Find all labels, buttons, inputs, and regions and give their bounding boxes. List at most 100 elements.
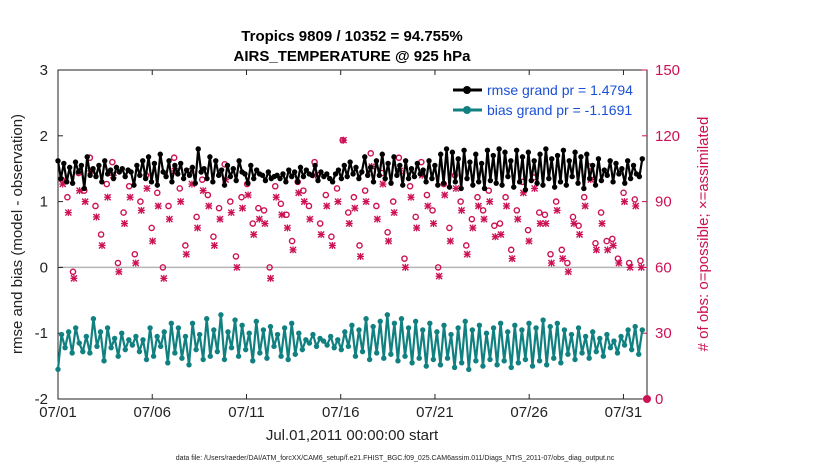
bias-point: [363, 316, 369, 322]
possible-obs-marker: [153, 189, 161, 197]
rmse-point: [362, 154, 368, 160]
assimilated-obs-marker: [323, 202, 331, 210]
rmse-point: [417, 171, 423, 177]
rmse-point: [131, 182, 137, 188]
assimilated-obs-marker: [115, 268, 123, 276]
y-tick-label: 2: [40, 128, 48, 145]
possible-obs-marker: [389, 198, 397, 205]
rmse-point: [69, 180, 76, 186]
bias-point: [253, 318, 260, 325]
assimilated-obs-marker: [182, 250, 190, 258]
assimilated-obs-marker: [250, 231, 258, 238]
rmse-point: [309, 172, 315, 178]
rmse-point: [201, 166, 207, 172]
rmse-point: [227, 173, 234, 180]
x-axis-label: Jul.01,2011 00:00:00 start: [266, 427, 439, 444]
bias-point: [370, 323, 376, 330]
assimilated-obs-marker: [570, 220, 578, 228]
possible-obs-marker: [288, 237, 296, 245]
bias-point: [430, 356, 437, 363]
possible-obs-marker: [103, 180, 111, 188]
assimilated-obs-marker: [345, 220, 353, 228]
bias-point: [342, 329, 348, 335]
rmse-point: [598, 177, 605, 184]
possible-obs-marker: [210, 233, 217, 240]
bias-point: [218, 312, 224, 318]
rmse-point: [183, 167, 190, 173]
bias-point: [172, 350, 178, 356]
bias-point: [551, 355, 557, 361]
possible-obs-marker: [373, 202, 380, 210]
possible-obs-marker: [277, 200, 285, 208]
rmse-point: [449, 149, 456, 155]
bias-point: [565, 351, 571, 357]
bias-point: [80, 348, 86, 355]
assimilated-obs-marker: [474, 202, 482, 210]
rmse-point: [297, 164, 304, 171]
assimilated-obs-marker: [424, 202, 432, 210]
bias-point: [558, 360, 564, 366]
possible-obs-marker: [92, 202, 99, 210]
rmse-point: [204, 175, 210, 182]
possible-obs-marker: [468, 215, 476, 223]
possible-obs-marker: [406, 182, 414, 190]
bias-point: [133, 333, 139, 340]
assimilated-obs-marker: [435, 272, 443, 280]
bias-point: [547, 323, 553, 330]
bias-point: [257, 350, 263, 356]
assimilated-obs-marker: [373, 215, 381, 223]
rmse-point: [189, 164, 196, 171]
rmse-point: [119, 166, 125, 172]
bias-point: [349, 322, 355, 329]
rmse-point: [440, 180, 447, 186]
possible-obs-marker: [637, 257, 644, 265]
rmse-point: [294, 179, 301, 185]
bias-point: [554, 320, 561, 327]
y-tick-label: 3: [40, 62, 48, 79]
rmse-point: [385, 160, 391, 167]
bias-point: [398, 316, 405, 322]
bias-point: [235, 353, 242, 359]
rmse-point: [566, 158, 572, 164]
legend-bias-marker: [463, 106, 471, 114]
assimilated-obs-marker: [210, 241, 218, 249]
possible-obs-marker: [305, 202, 313, 210]
rmse-point: [502, 149, 508, 155]
bias-point: [108, 344, 114, 351]
y-right-tick-label: 0: [655, 391, 663, 408]
bias-point: [200, 356, 206, 363]
rmse-point: [265, 169, 272, 175]
bias-point: [611, 338, 617, 344]
assimilated-obs-marker: [272, 193, 280, 201]
rmse-point: [221, 182, 228, 188]
bias-point: [384, 312, 391, 318]
bias-point: [572, 356, 578, 363]
rmse-point: [549, 156, 555, 162]
rmse-point: [636, 173, 643, 180]
bias-point: [416, 355, 422, 361]
rmse-point: [473, 151, 479, 157]
rmse-point: [75, 169, 82, 175]
bias-point: [582, 333, 589, 340]
possible-obs-marker: [507, 246, 515, 254]
possible-obs-marker: [232, 253, 240, 260]
rmse-point: [376, 172, 383, 178]
possible-obs-marker: [401, 255, 408, 262]
rmse-point: [335, 167, 342, 173]
rmse-point: [525, 149, 532, 155]
rmse-point: [172, 162, 178, 169]
assimilated-obs-marker: [508, 255, 516, 263]
bias-point: [264, 355, 270, 361]
rmse-point: [426, 158, 432, 164]
assimilated-obs-marker: [441, 191, 449, 199]
bias-point: [313, 343, 320, 350]
possible-obs-marker: [491, 222, 498, 230]
bias-point: [119, 330, 125, 336]
bias-point: [395, 358, 401, 364]
rmse-point: [280, 171, 286, 177]
rmse-point: [93, 173, 99, 180]
rmse-point: [624, 158, 631, 164]
possible-obs-marker: [620, 189, 627, 197]
bias-point: [512, 322, 518, 329]
possible-obs-marker: [120, 209, 127, 216]
